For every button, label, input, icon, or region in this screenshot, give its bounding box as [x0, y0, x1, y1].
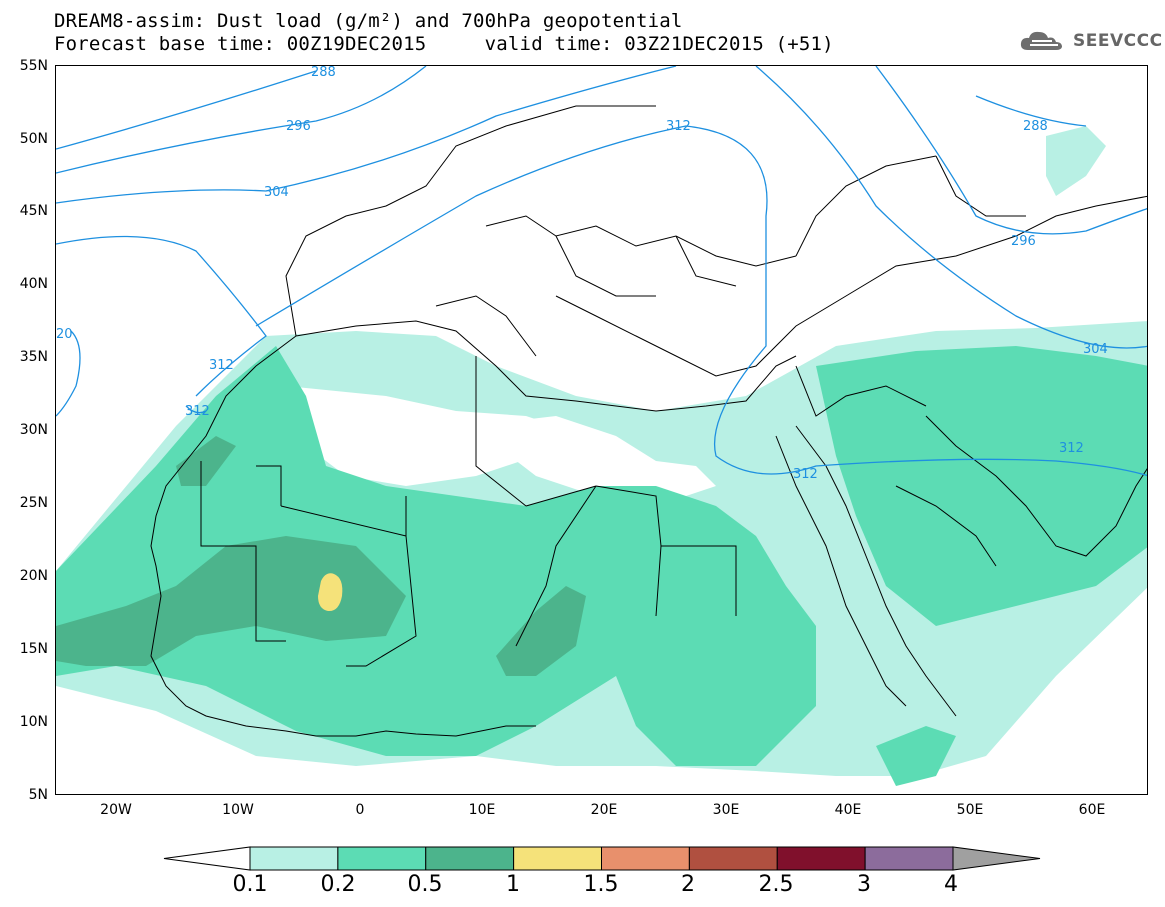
lat-label-15n: 15N	[19, 641, 48, 657]
coastline-west-africa	[150, 335, 536, 737]
map-subtitle: Forecast base time: 00Z19DEC2015 valid t…	[54, 33, 834, 55]
coastline-arabia-gulf	[925, 415, 1147, 557]
contour-label: 312	[185, 404, 210, 419]
dust-field-mid-west	[56, 346, 816, 766]
dust-field-mid-horn	[876, 726, 956, 786]
colorbar-label: 1	[506, 872, 520, 897]
geopotential-contours	[56, 66, 1147, 477]
colorbar-box	[776, 846, 866, 871]
lon-label-20e: 20E	[590, 802, 618, 818]
coastlines-borders	[150, 105, 1147, 737]
contour-line-304-east	[755, 66, 1147, 349]
colorbar-box	[688, 846, 778, 871]
colorbar-label: 0.2	[320, 872, 356, 897]
coastline-mediterranean	[295, 320, 797, 412]
contour-line-304-west	[56, 66, 677, 204]
dust-field-dark-chad	[496, 586, 586, 676]
contour-line-288-east	[975, 95, 1087, 127]
cloud-icon	[1020, 31, 1062, 50]
colorbar-label: 4	[944, 872, 958, 897]
lon-label-0: 0	[355, 802, 365, 818]
colorbar-box	[513, 846, 602, 871]
colorbar-low-arrow	[163, 846, 251, 871]
lon-label-50e: 50E	[956, 802, 984, 818]
map-canvas: 288 296 304 312 312 312 20 312 312 288 2…	[56, 66, 1147, 786]
lon-label-30e: 30E	[712, 802, 740, 818]
contour-label: 312	[1059, 441, 1084, 456]
lat-label-20n: 20N	[19, 568, 48, 584]
lat-label-25n: 25N	[19, 495, 48, 511]
contour-line-20	[56, 330, 81, 417]
seevccc-logo: SEEVCCC	[1018, 28, 1163, 54]
colorbar-label: 2.5	[758, 872, 794, 897]
contour-label: 312	[793, 467, 818, 482]
lat-label-5n: 5N	[28, 787, 48, 803]
dust-field-dark-north	[176, 436, 236, 486]
dust-load-fields	[56, 126, 1147, 786]
dust-field-white-hole	[286, 386, 556, 486]
coastline-europe	[285, 105, 1147, 377]
lon-label-10e: 10E	[468, 802, 496, 818]
colorbar-high-arrow	[952, 846, 1041, 871]
map-title: DREAM8-assim: Dust load (g/m²) and 700hP…	[54, 10, 683, 32]
lon-label-40e: 40E	[834, 802, 862, 818]
colorbar-label: 2	[681, 872, 695, 897]
lat-label-55n: 55N	[19, 58, 48, 74]
dust-field-dark-west	[56, 536, 406, 666]
contour-label: 304	[264, 185, 289, 200]
dust-field-light-ne	[1046, 126, 1106, 196]
lon-label-20w: 20W	[100, 802, 132, 818]
contour-line-312-small	[185, 405, 207, 414]
border-lines-europe	[485, 155, 1026, 297]
contour-line-296-east	[875, 66, 1147, 235]
contour-line-288-west	[56, 70, 317, 150]
lat-label-40n: 40N	[19, 276, 48, 292]
lat-label-30n: 30N	[19, 422, 48, 438]
lat-label-50n: 50N	[19, 131, 48, 147]
lat-label-10n: 10N	[19, 714, 48, 730]
contour-label: 288	[311, 66, 336, 80]
colorbar-box	[601, 846, 690, 871]
contour-label: 296	[286, 119, 311, 134]
contour-line-312-central	[255, 125, 1147, 477]
contour-line-296-west	[56, 66, 427, 174]
colorbar-box	[425, 846, 515, 871]
dust-field-yellow	[318, 573, 343, 612]
colorbar-label: 0.5	[407, 872, 443, 897]
colorbar	[163, 846, 1041, 871]
map-panel: 288 296 304 312 312 312 20 312 312 288 2…	[55, 65, 1148, 795]
lon-label-10w: 10W	[222, 802, 254, 818]
colorbar-box	[249, 846, 339, 871]
contour-label: 312	[209, 358, 234, 373]
colorbar-label: 0.1	[232, 872, 268, 897]
contour-label: 288	[1023, 119, 1048, 134]
lon-label-60e: 60E	[1078, 802, 1106, 818]
lat-label-45n: 45N	[19, 203, 48, 219]
colorbar-label: 3	[857, 872, 871, 897]
contour-label: 296	[1011, 234, 1036, 249]
contour-label: 20	[56, 327, 73, 342]
logo-text: SEEVCCC	[1073, 31, 1163, 51]
coastline-red-sea	[775, 425, 957, 717]
colorbar-label: 1.5	[583, 872, 619, 897]
dust-field-white-hole-2	[471, 416, 716, 506]
lat-label-35n: 35N	[19, 349, 48, 365]
border-lines	[200, 356, 997, 667]
colorbar-box	[864, 846, 954, 871]
colorbar-box	[337, 846, 427, 871]
dust-field-mid-east	[816, 346, 1147, 626]
contour-label: 304	[1083, 342, 1108, 357]
contour-label: 312	[666, 119, 691, 134]
colorbar-boxes	[249, 846, 954, 871]
contour-line-312-west	[56, 235, 267, 397]
